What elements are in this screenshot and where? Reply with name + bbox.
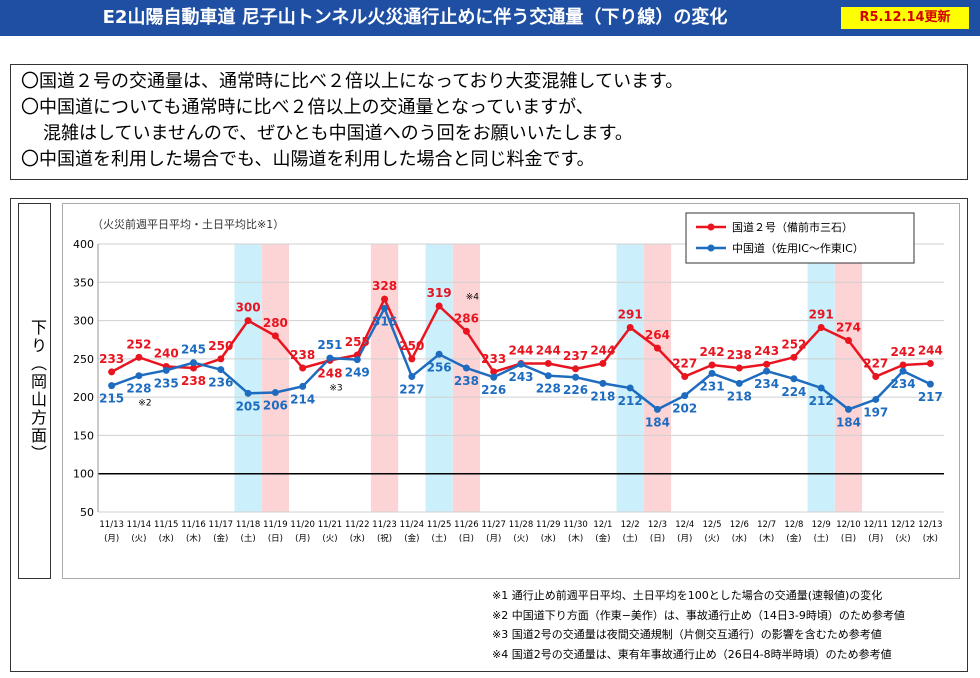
notice-line: 〇中国道についても通常時に比べ２倍以上の交通量となっていますが、: [21, 97, 594, 118]
notice-line: 〇国道２号の交通量は、通常時に比べ２倍以上になっており大変混雑しています。: [21, 71, 684, 92]
page-title: E2山陽自動車道 尼子山トンネル火災通行止めに伴う交通量（下り線）の変化: [102, 7, 728, 28]
update-badge: R5.12.14更新: [841, 7, 969, 29]
notice-line: 〇中国道を利用した場合でも、山陽道を利用した場合と同じ料金です。: [21, 149, 595, 170]
notice-box: 〇国道２号の交通量は、通常時に比べ２倍以上になっており大変混雑しています。 〇中…: [10, 64, 968, 180]
notice-line: 混雑はしていませんので、ぜひとも中国道へのう回をお願いいたします。: [43, 123, 633, 144]
header-bar: E2山陽自動車道 尼子山トンネル火災通行止めに伴う交通量（下り線）の変化 R5.…: [0, 0, 980, 36]
footnote: ※2 中国道下り方面（作東−美作）は、事故通行止め（14日3-9時頃）のため参考…: [492, 608, 905, 622]
plot-frame: [62, 203, 960, 579]
footnote: ※4 国道2号の交通量は、東有年事故通行止め（26日4-8時半時頃）のため参考値: [492, 647, 892, 661]
footnote: ※1 通行止め前週平日平均、土日平均を100とした場合の交通量(速報値)の変化: [492, 589, 883, 602]
chart-frame: [10, 198, 968, 672]
footnotes: ※1 通行止め前週平日平均、土日平均を100とした場合の交通量(速報値)の変化 …: [492, 586, 972, 664]
direction-label: 下り（岡山方面）: [28, 319, 47, 463]
direction-label-box: 下り（岡山方面）: [18, 203, 51, 579]
footnote: ※3 国道2号の交通量は夜間交通規制（片側交互通行）の影響を含むため参考値: [492, 628, 882, 641]
